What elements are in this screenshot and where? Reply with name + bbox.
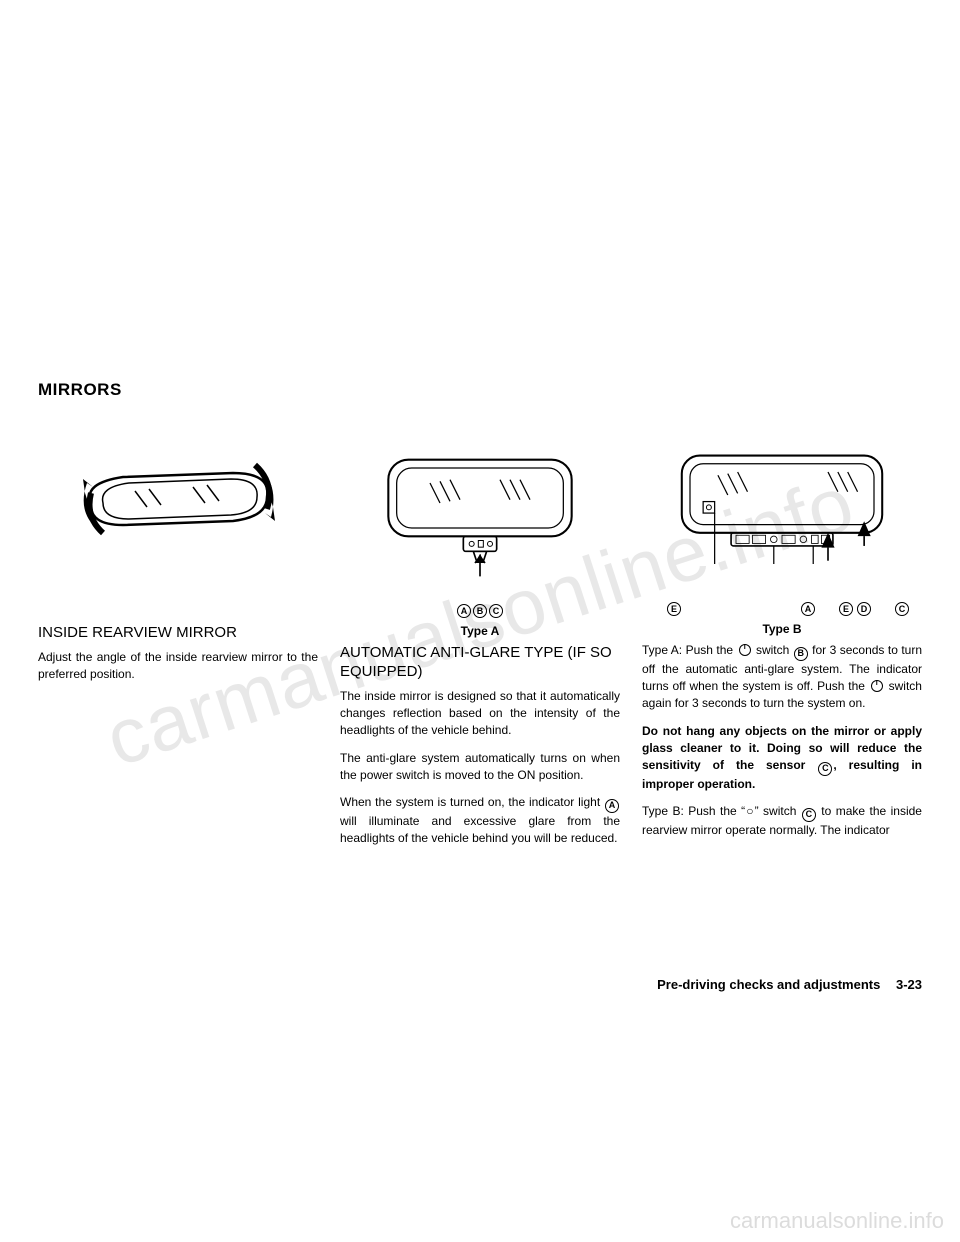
watermark-footer: carmanualsonline.info bbox=[730, 1208, 944, 1234]
label-e2: E bbox=[839, 602, 853, 616]
col3-p1-mid: switch bbox=[753, 643, 793, 657]
figure-b-caption: Type B bbox=[642, 622, 922, 636]
mirror-plain-svg bbox=[63, 443, 293, 593]
col3-p1-pre: Type A: Push the bbox=[642, 643, 737, 657]
inline-letter-c2: C bbox=[802, 808, 816, 822]
col3-p3-pre: Type B: Push the “○” switch bbox=[642, 804, 801, 818]
col2-p2: The anti-glare system automatically turn… bbox=[340, 750, 620, 785]
figure-b-labels: E A E D C bbox=[642, 602, 922, 616]
figure-inside-mirror bbox=[38, 418, 318, 618]
column-1: INSIDE REARVIEW MIRROR Adjust the angle … bbox=[38, 418, 318, 858]
col3-p3: Type B: Push the “○” switch C to make th… bbox=[642, 803, 922, 839]
footer-label: Pre-driving checks and adjustments bbox=[657, 977, 880, 992]
label-c: C bbox=[489, 604, 503, 618]
page-footer: Pre-driving checks and adjustments 3-23 bbox=[657, 977, 922, 992]
label-b: B bbox=[473, 604, 487, 618]
col2-p3-post: will illuminate and excessive glare from… bbox=[340, 814, 620, 845]
content-area: MIRRORS bbox=[38, 380, 922, 858]
inline-letter-b: B bbox=[794, 647, 808, 661]
figure-type-b bbox=[642, 418, 922, 618]
mirror-type-b-svg bbox=[667, 443, 897, 593]
label-e: E bbox=[667, 602, 681, 616]
power-icon-2 bbox=[871, 680, 883, 692]
label-a2: A bbox=[801, 602, 815, 616]
col3-p2: Do not hang any objects on the mirror or… bbox=[642, 723, 922, 794]
inline-letter-c: C bbox=[818, 762, 832, 776]
column-3: E A E D C Type B Type A: Push the switch… bbox=[642, 418, 922, 858]
page: carmanualsonline.info carmanualsonline.i… bbox=[0, 0, 960, 1242]
label-a: A bbox=[457, 604, 471, 618]
figure-a-caption: Type A bbox=[340, 624, 620, 638]
label-d: D bbox=[857, 602, 871, 616]
col2-p3: When the system is turned on, the indica… bbox=[340, 794, 620, 847]
mirror-type-a-svg bbox=[365, 443, 595, 593]
column-2: A B C Type A AUTOMATIC ANTI-GLARE TYPE (… bbox=[340, 418, 620, 858]
col1-subheading: INSIDE REARVIEW MIRROR bbox=[38, 624, 318, 643]
figure-a-labels: A B C bbox=[340, 604, 620, 618]
inline-letter-a: A bbox=[605, 799, 619, 813]
section-title: MIRRORS bbox=[38, 380, 922, 400]
col3-p1: Type A: Push the switch B for 3 seconds … bbox=[642, 642, 922, 713]
columns: INSIDE REARVIEW MIRROR Adjust the angle … bbox=[38, 418, 922, 858]
power-icon bbox=[739, 644, 751, 656]
col2-p1: The inside mirror is designed so that it… bbox=[340, 688, 620, 740]
footer-page-number: 3-23 bbox=[896, 977, 922, 992]
col1-p1: Adjust the angle of the inside rearview … bbox=[38, 649, 318, 684]
col2-p3-pre: When the system is turned on, the indica… bbox=[340, 795, 604, 809]
figure-type-a bbox=[340, 418, 620, 618]
col2-subheading: AUTOMATIC ANTI-GLARE TYPE (IF SO EQUIPPE… bbox=[340, 644, 620, 682]
label-c2: C bbox=[895, 602, 909, 616]
